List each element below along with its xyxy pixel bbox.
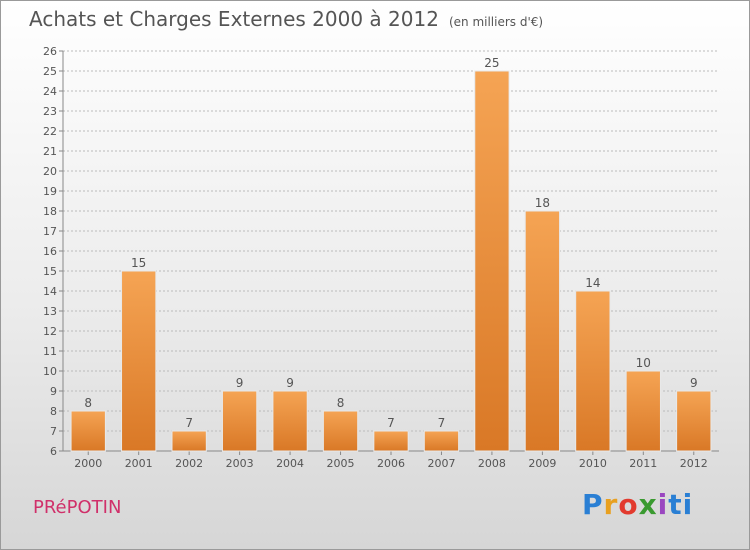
bar-2011 <box>625 370 661 452</box>
bar-2003 <box>221 390 258 452</box>
chart-title-text: Achats et Charges Externes 2000 à 2012 <box>29 7 439 31</box>
bar-2004 <box>272 390 308 452</box>
data-label: 18 <box>535 196 550 210</box>
y-tick-label: 25 <box>43 65 57 78</box>
bar-2007 <box>423 430 460 452</box>
bar-2008 <box>474 70 510 452</box>
bar-2010 <box>575 290 611 452</box>
y-tick-label: 10 <box>43 365 57 378</box>
data-label: 7 <box>185 416 193 430</box>
y-tick-label: 18 <box>43 205 57 218</box>
y-tick-label: 7 <box>50 425 57 438</box>
y-tick-label: 14 <box>43 285 57 298</box>
chart-units: (en milliers d'€) <box>448 15 544 29</box>
proxiti-logo: Proxiti <box>582 488 694 521</box>
y-tick-label: 20 <box>43 165 57 178</box>
x-tick-label: 2005 <box>327 457 355 470</box>
y-tick-label: 16 <box>43 245 57 258</box>
data-label: 10 <box>636 356 651 370</box>
x-tick-label: 2000 <box>74 457 102 470</box>
y-tick-label: 21 <box>43 145 57 158</box>
y-tick-label: 13 <box>43 305 57 318</box>
data-label: 9 <box>236 376 244 390</box>
data-label: 8 <box>337 396 345 410</box>
y-tick-label: 15 <box>43 265 57 278</box>
data-label: 15 <box>131 256 146 270</box>
y-tick-label: 19 <box>43 185 57 198</box>
y-tick-label: 11 <box>43 345 57 358</box>
x-tick-label: 2001 <box>125 457 153 470</box>
x-tick-label: 2002 <box>175 457 203 470</box>
x-tick-label: 2012 <box>680 457 708 470</box>
data-label: 25 <box>484 56 499 70</box>
y-tick-label: 22 <box>43 125 57 138</box>
x-tick-label: 2010 <box>579 457 607 470</box>
y-tick-label: 26 <box>43 45 57 58</box>
data-label: 14 <box>585 276 600 290</box>
x-tick-label: 2003 <box>226 457 254 470</box>
y-tick-label: 8 <box>50 405 57 418</box>
x-tick-label: 2009 <box>528 457 556 470</box>
y-tick-label: 6 <box>50 445 57 458</box>
data-label: 7 <box>387 416 395 430</box>
x-tick-label: 2006 <box>377 457 405 470</box>
bar-2005 <box>322 410 359 452</box>
place-name: PRéPOTIN <box>33 497 122 518</box>
x-tick-label: 2011 <box>629 457 657 470</box>
data-label: 7 <box>438 416 446 430</box>
y-tick-label: 12 <box>43 325 57 338</box>
data-label: 8 <box>84 396 92 410</box>
bar-2001 <box>121 270 157 452</box>
y-tick-label: 9 <box>50 385 57 398</box>
y-tick-label: 24 <box>43 85 57 98</box>
x-tick-label: 2008 <box>478 457 506 470</box>
x-tick-label: 2007 <box>427 457 455 470</box>
y-tick-label: 23 <box>43 105 57 118</box>
x-tick-label: 2004 <box>276 457 304 470</box>
chart-title: Achats et Charges Externes 2000 à 2012 (e… <box>29 7 543 31</box>
bar-2006 <box>373 430 409 452</box>
bar-2009 <box>524 210 561 452</box>
bar-2012 <box>676 390 712 452</box>
bar-2002 <box>171 430 207 452</box>
data-label: 9 <box>690 376 698 390</box>
y-tick-label: 17 <box>43 225 57 238</box>
bar-2000 <box>70 410 106 452</box>
data-label: 9 <box>286 376 294 390</box>
